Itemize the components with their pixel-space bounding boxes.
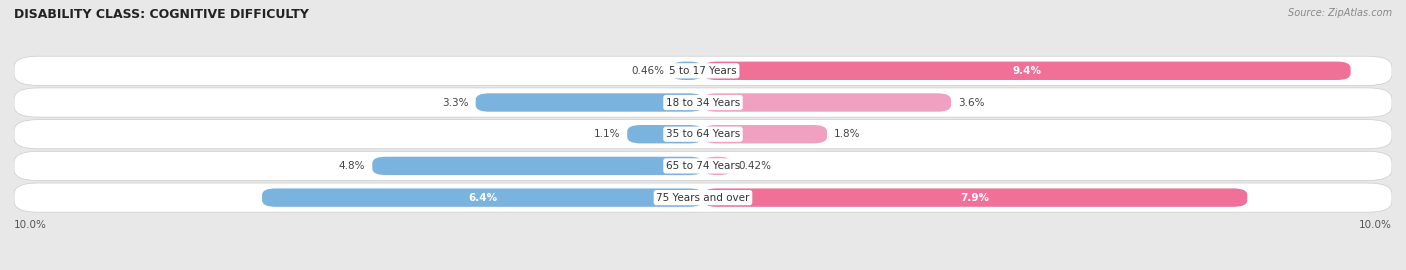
Text: 9.4%: 9.4% [1012, 66, 1042, 76]
FancyBboxPatch shape [703, 62, 1351, 80]
Text: 0.42%: 0.42% [738, 161, 772, 171]
Text: 35 to 64 Years: 35 to 64 Years [666, 129, 740, 139]
Text: 18 to 34 Years: 18 to 34 Years [666, 97, 740, 107]
Text: 10.0%: 10.0% [14, 220, 46, 231]
FancyBboxPatch shape [703, 157, 733, 175]
Text: 3.3%: 3.3% [443, 97, 468, 107]
FancyBboxPatch shape [14, 183, 1392, 212]
FancyBboxPatch shape [703, 93, 950, 112]
Text: 5 to 17 Years: 5 to 17 Years [669, 66, 737, 76]
FancyBboxPatch shape [14, 120, 1392, 149]
Text: 1.1%: 1.1% [593, 129, 620, 139]
Text: 65 to 74 Years: 65 to 74 Years [666, 161, 740, 171]
Text: 7.9%: 7.9% [960, 193, 990, 202]
Text: DISABILITY CLASS: COGNITIVE DIFFICULTY: DISABILITY CLASS: COGNITIVE DIFFICULTY [14, 8, 309, 21]
FancyBboxPatch shape [14, 56, 1392, 85]
Text: 75 Years and over: 75 Years and over [657, 193, 749, 202]
FancyBboxPatch shape [373, 157, 703, 175]
FancyBboxPatch shape [14, 151, 1392, 181]
Text: Source: ZipAtlas.com: Source: ZipAtlas.com [1288, 8, 1392, 18]
FancyBboxPatch shape [703, 188, 1247, 207]
Text: 1.8%: 1.8% [834, 129, 860, 139]
Text: 4.8%: 4.8% [339, 161, 366, 171]
Text: 3.6%: 3.6% [957, 97, 984, 107]
Text: 10.0%: 10.0% [1360, 220, 1392, 231]
FancyBboxPatch shape [703, 125, 827, 143]
Text: 0.46%: 0.46% [631, 66, 665, 76]
FancyBboxPatch shape [262, 188, 703, 207]
FancyBboxPatch shape [671, 62, 703, 80]
FancyBboxPatch shape [14, 88, 1392, 117]
FancyBboxPatch shape [627, 125, 703, 143]
FancyBboxPatch shape [475, 93, 703, 112]
Text: 6.4%: 6.4% [468, 193, 498, 202]
